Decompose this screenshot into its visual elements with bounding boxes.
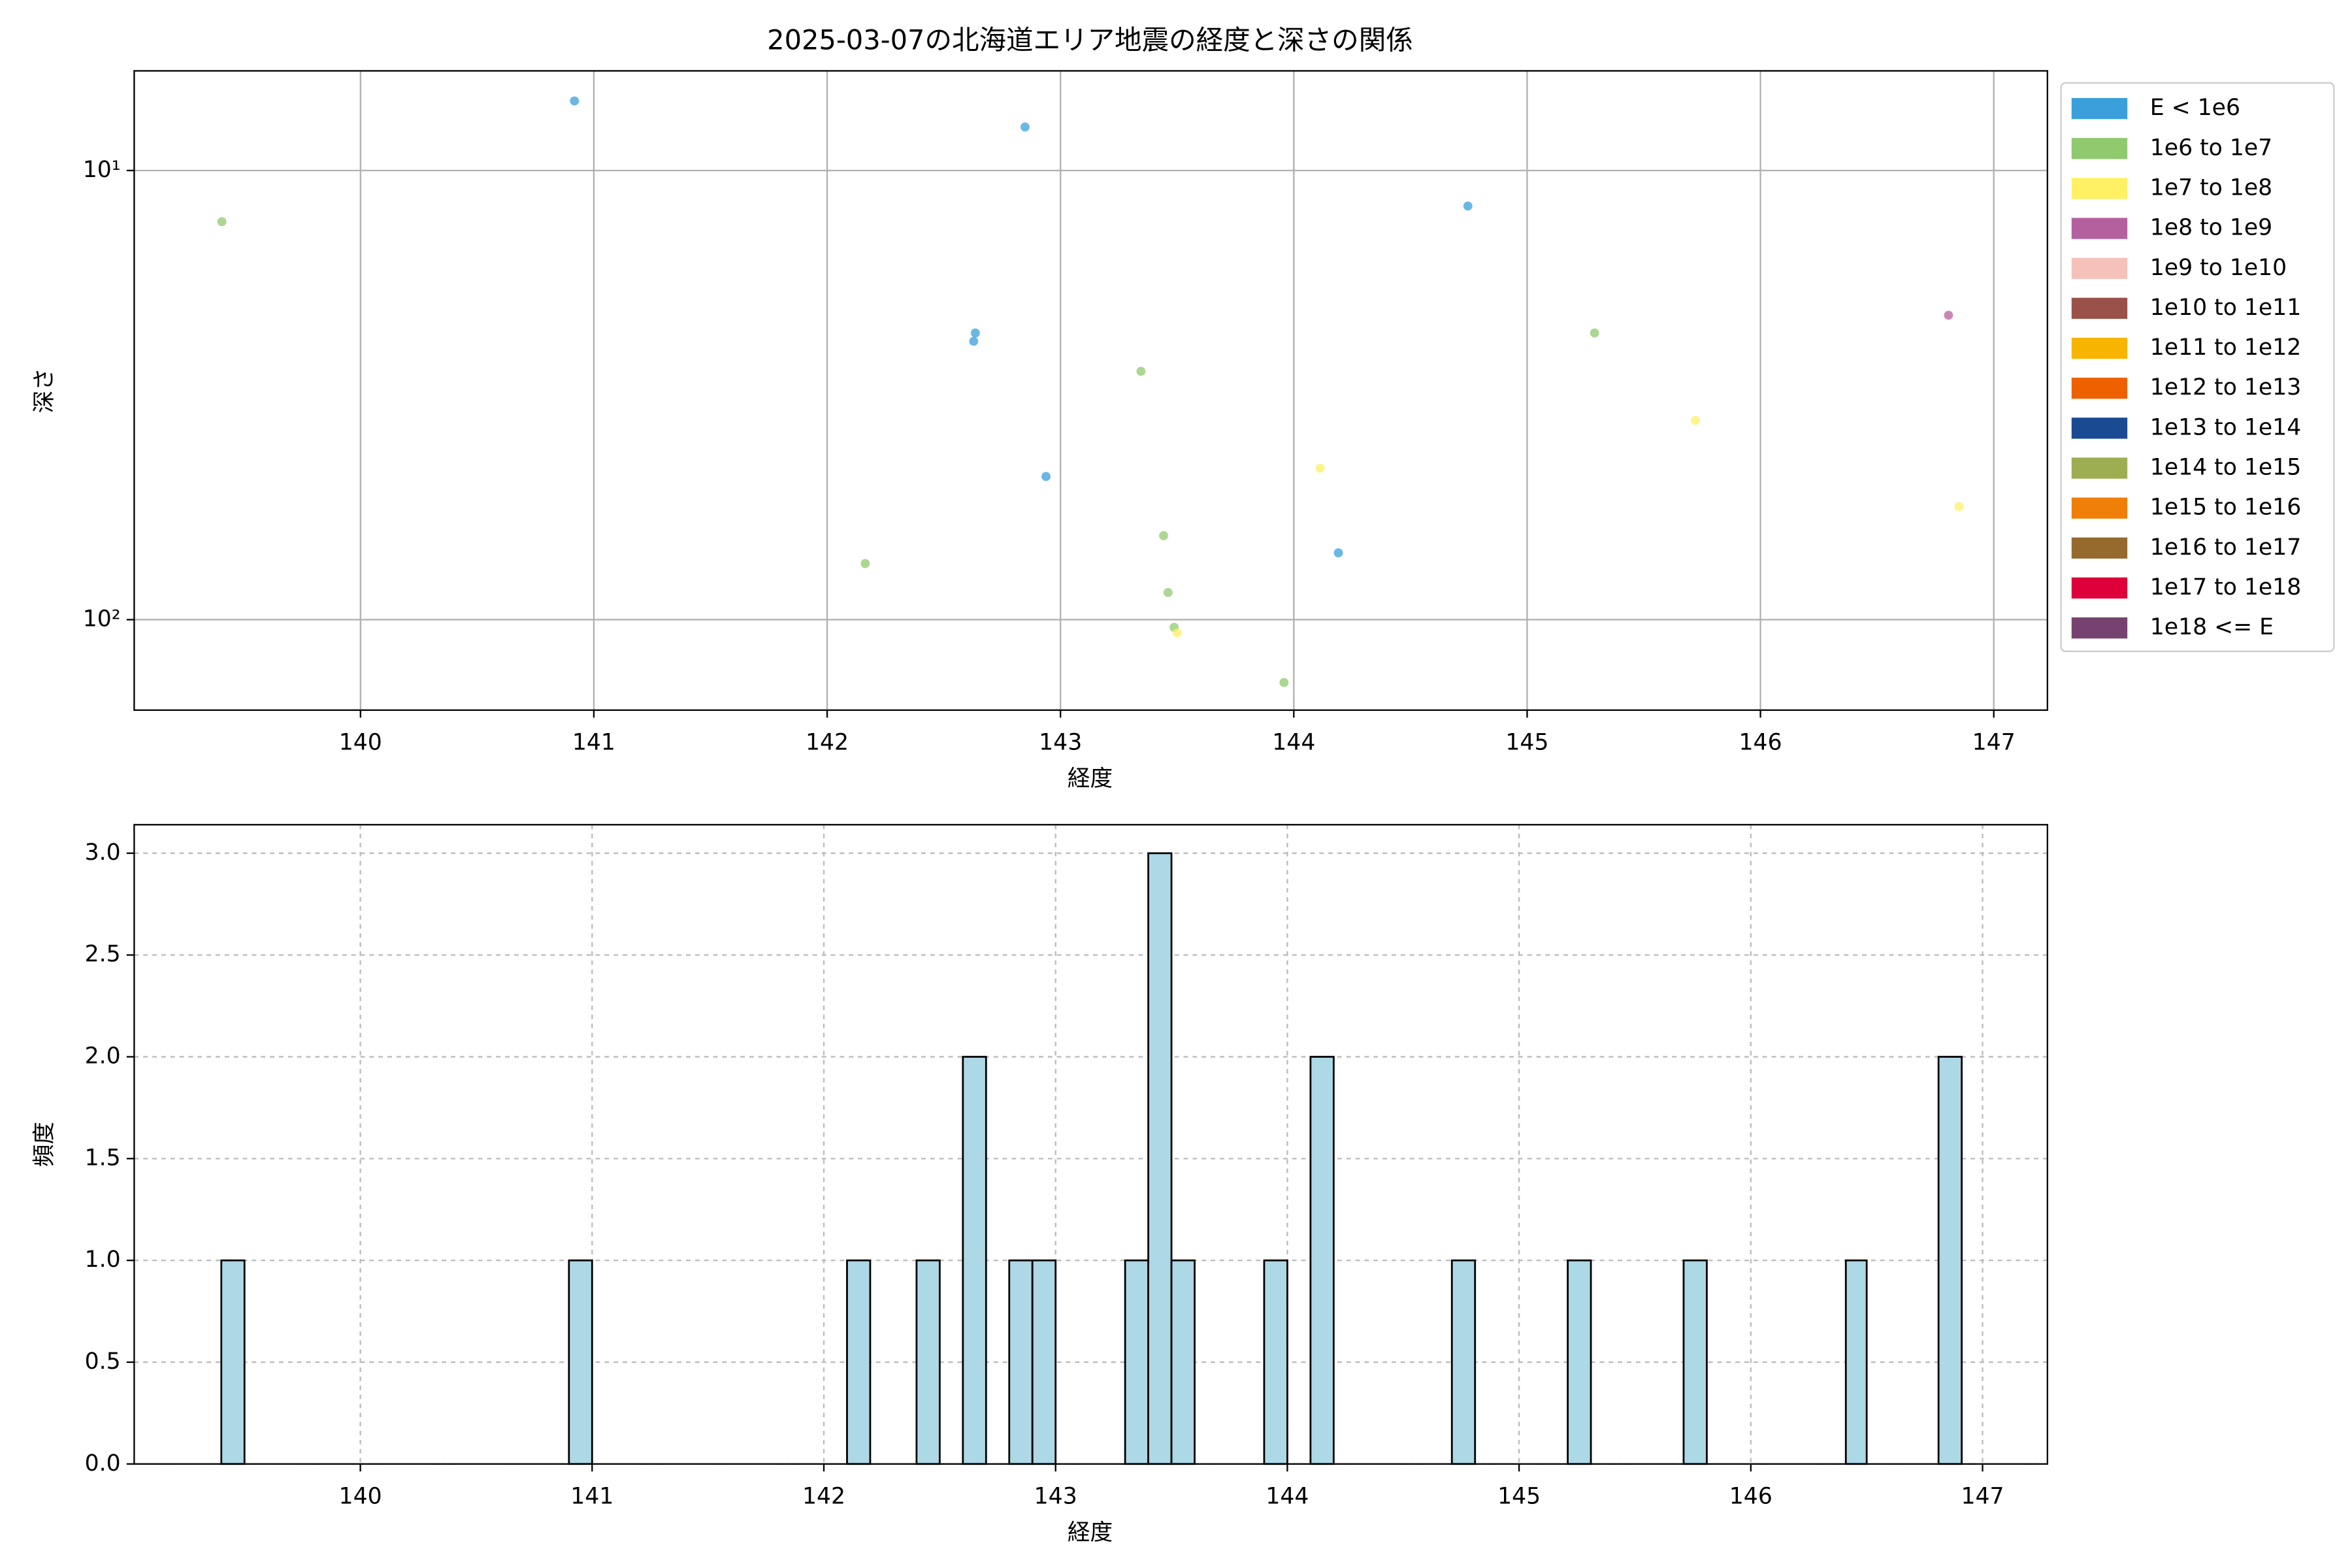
legend-swatch (2071, 617, 2128, 639)
legend-swatch (2071, 297, 2128, 319)
y-tick-label: 2.5 (85, 941, 121, 968)
legend-label: E < 1e6 (2150, 95, 2240, 121)
bar (962, 1056, 987, 1465)
x-tick-label: 146 (1729, 1484, 1772, 1510)
x-tick-label: 147 (1961, 1484, 2004, 1510)
bar (1937, 1056, 1963, 1465)
y-tick-label: 1.0 (85, 1247, 121, 1273)
legend-label: 1e16 to 1e17 (2150, 534, 2301, 561)
point (1315, 463, 1325, 473)
point (1172, 628, 1182, 638)
chart-title: 2025-03-07の北海道エリア地震の経度と深さの関係 (767, 24, 1413, 56)
bar (915, 1259, 941, 1465)
x-tick-label: 140 (339, 730, 382, 756)
y-tick-label: 2.0 (85, 1043, 121, 1070)
legend-label: 1e10 to 1e11 (2150, 295, 2301, 321)
legend-swatch (2071, 218, 2128, 239)
x-tick-label: 144 (1266, 1484, 1309, 1510)
legend-swatch (2071, 378, 2128, 399)
point (1944, 310, 1953, 320)
point (1041, 472, 1051, 482)
y-tick-label: 3.0 (85, 840, 121, 866)
y-tick-label: 0.0 (85, 1450, 121, 1477)
bar (1844, 1259, 1868, 1465)
legend-label: 1e14 to 1e15 (2150, 455, 2301, 481)
bar (1008, 1259, 1034, 1465)
x-tick-label: 143 (1034, 1484, 1077, 1510)
x-tick-label: 144 (1272, 730, 1315, 756)
plot-frame (133, 824, 2048, 1465)
point (860, 559, 870, 568)
y-axis-label: 頻度 (31, 1122, 57, 1167)
bar (1147, 852, 1173, 1465)
legend-label: 1e13 to 1e14 (2150, 414, 2301, 440)
bar (1450, 1259, 1477, 1465)
legend-swatch (2071, 98, 2128, 120)
bar (1682, 1259, 1708, 1465)
legend-swatch (2071, 178, 2128, 199)
point (1159, 531, 1168, 540)
x-axis-label: 経度 (1068, 1520, 1113, 1546)
legend-swatch (2071, 337, 2128, 359)
x-tick-label: 145 (1505, 730, 1548, 756)
legend-label: 1e7 to 1e8 (2150, 174, 2272, 201)
point (217, 217, 227, 227)
point (1954, 502, 1964, 512)
y-axis-label: 深さ (31, 368, 57, 413)
legend-box (2060, 82, 2335, 653)
point (1136, 367, 1146, 376)
x-tick-label: 142 (802, 1484, 845, 1510)
y-tick-label: 10¹ (83, 157, 121, 183)
bar (568, 1259, 593, 1465)
x-tick-label: 140 (339, 1484, 382, 1510)
y-tick-label: 10² (83, 606, 121, 632)
point (1020, 122, 1030, 132)
point (1333, 548, 1343, 558)
bar (1263, 1259, 1288, 1465)
point (970, 328, 980, 338)
legend-swatch (2071, 138, 2128, 159)
legend-label: 1e11 to 1e12 (2150, 335, 2301, 361)
legend-label: 1e9 to 1e10 (2150, 255, 2287, 281)
legend-label: 1e15 to 1e16 (2150, 495, 2301, 521)
bar (1567, 1259, 1592, 1465)
point (1590, 328, 1599, 338)
bar (1170, 1259, 1196, 1465)
x-tick-label: 143 (1039, 730, 1082, 756)
x-tick-label: 147 (1972, 730, 2016, 756)
point (570, 96, 580, 106)
legend-label: 1e8 to 1e9 (2150, 215, 2272, 241)
bar (220, 1259, 246, 1465)
legend-label: 1e18 <= E (2150, 614, 2274, 640)
bar (1124, 1259, 1149, 1465)
y-tick-label: 1.5 (85, 1145, 121, 1171)
bar (1309, 1056, 1335, 1465)
point (1691, 416, 1700, 425)
legend-swatch (2071, 417, 2128, 439)
point (1279, 678, 1289, 687)
plot-frame (133, 70, 2048, 711)
x-tick-label: 146 (1739, 730, 1782, 756)
legend-swatch (2071, 457, 2128, 479)
bar (1031, 1259, 1057, 1465)
x-tick-label: 141 (570, 1484, 613, 1510)
x-tick-label: 145 (1497, 1484, 1541, 1510)
y-tick-label: 0.5 (85, 1348, 121, 1375)
legend-label: 1e12 to 1e13 (2150, 374, 2301, 400)
legend-swatch (2071, 537, 2128, 559)
point (1463, 201, 1473, 211)
legend-label: 1e17 to 1e18 (2150, 574, 2301, 600)
legend-swatch (2071, 497, 2128, 519)
legend-swatch (2071, 577, 2128, 599)
x-tick-label: 141 (572, 730, 615, 756)
point (1163, 587, 1173, 597)
point (969, 336, 979, 346)
x-axis-label: 経度 (1068, 766, 1113, 792)
x-tick-label: 142 (806, 730, 849, 756)
legend-label: 1e6 to 1e7 (2150, 135, 2272, 161)
bar (846, 1259, 872, 1465)
legend-swatch (2071, 257, 2128, 279)
